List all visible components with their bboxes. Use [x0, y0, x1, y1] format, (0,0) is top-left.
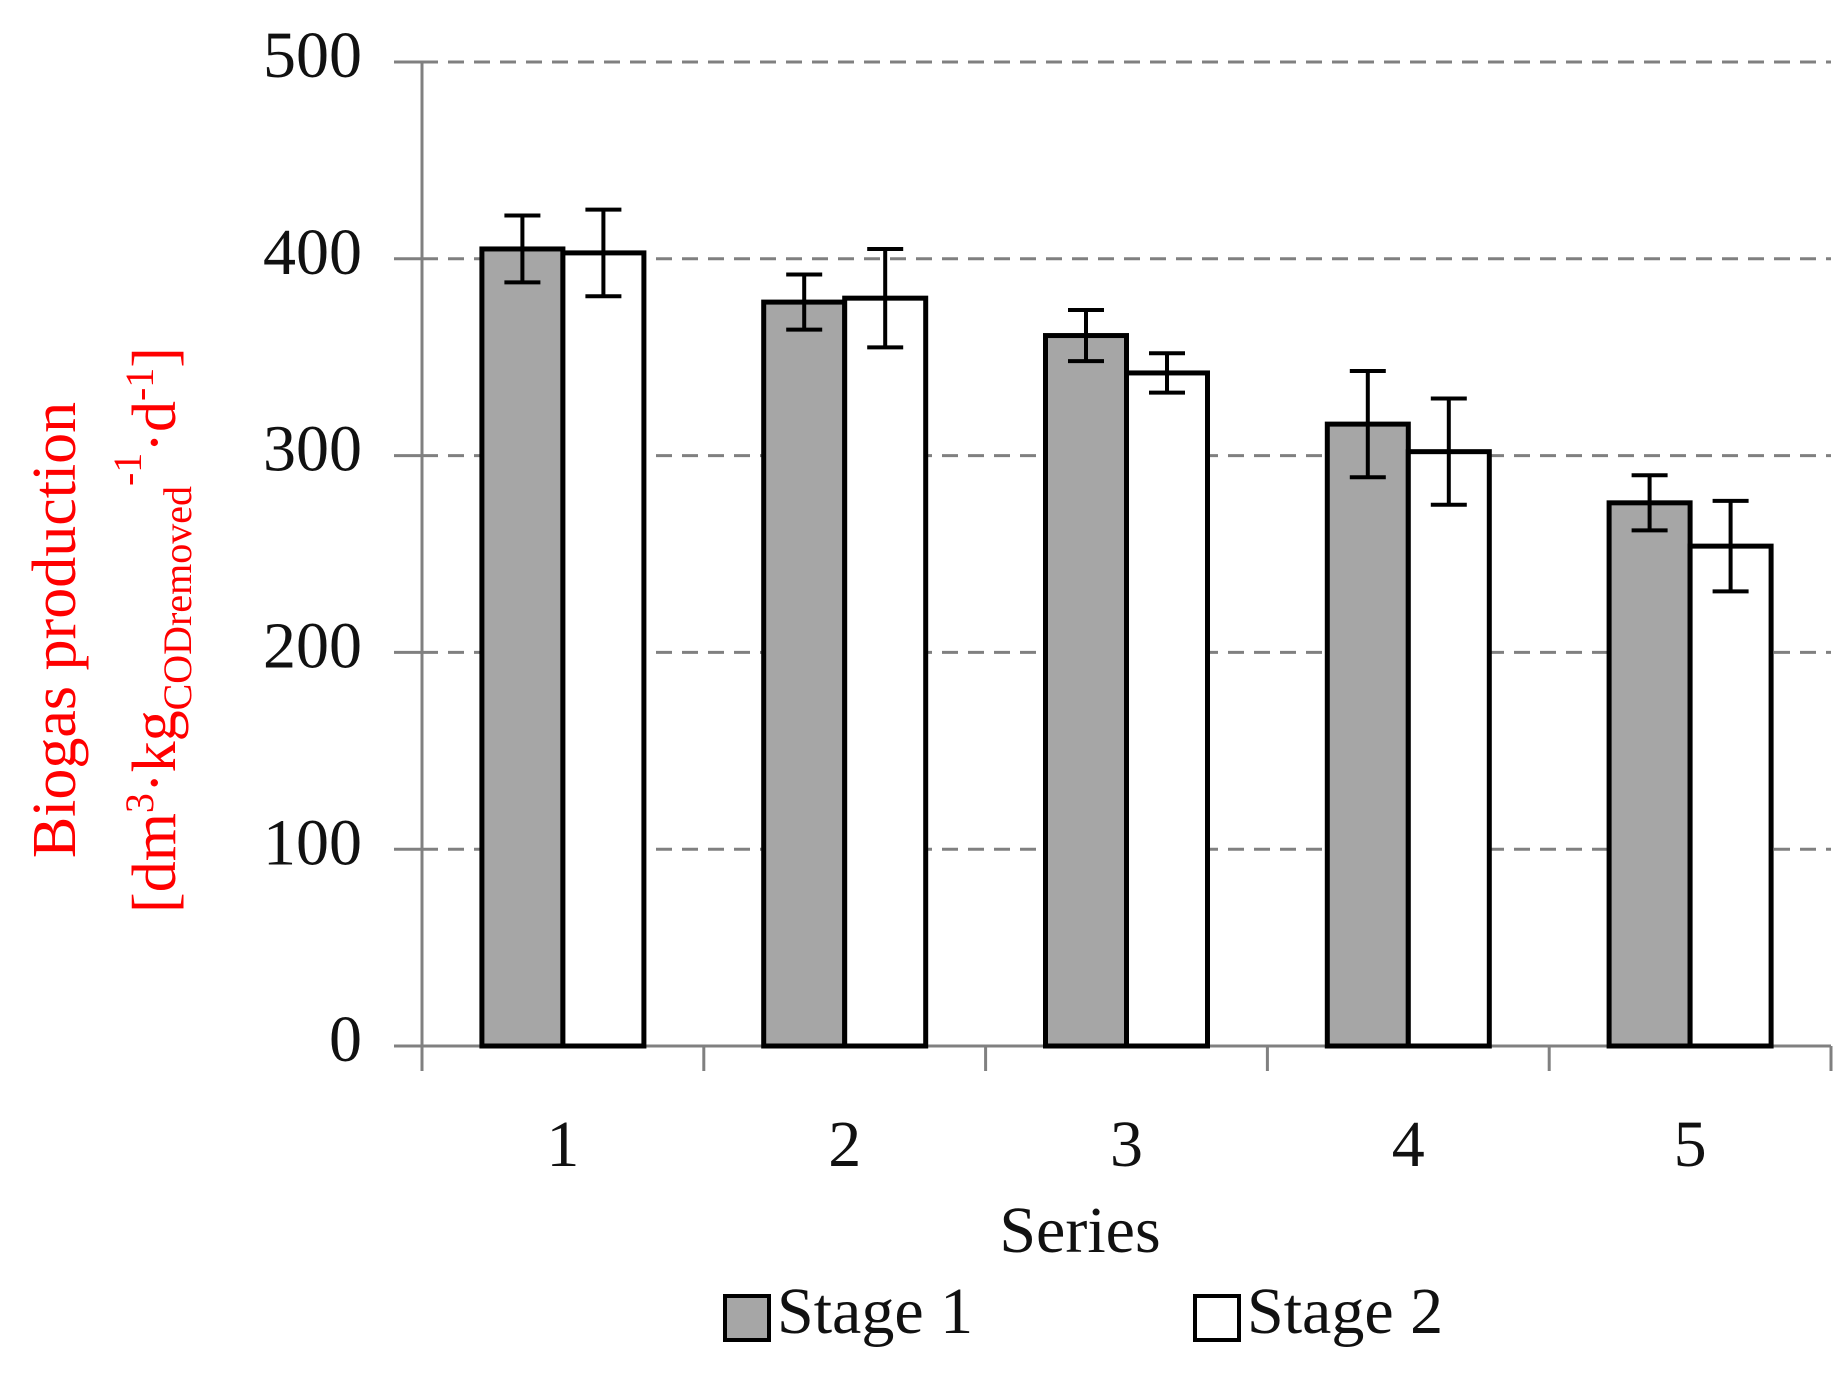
error-bar	[1430, 396, 1467, 507]
y-tick-label: 200	[263, 610, 362, 683]
bar	[1324, 421, 1411, 1049]
unit-part: [dm	[121, 813, 189, 913]
y-tick-label: 500	[263, 19, 362, 92]
unit-part: ·kg	[121, 710, 189, 793]
error-bar	[786, 272, 823, 332]
bar	[1124, 370, 1210, 1049]
unit-sup: -1	[105, 453, 150, 486]
error-bar	[1712, 498, 1749, 594]
error-bar	[585, 207, 622, 299]
x-tick-label: 1	[546, 1108, 579, 1181]
error-bar	[1068, 307, 1104, 364]
legend-label: Stage 1	[777, 1275, 973, 1348]
error-bar	[1631, 473, 1668, 533]
bar	[1606, 500, 1693, 1049]
bar	[479, 246, 566, 1049]
unit-part: ]	[121, 347, 189, 368]
unit-sub: CODremoved	[155, 486, 200, 710]
y-axis-unit: [dm3·kgCODremoved-1·d-1]	[105, 347, 200, 913]
unit-sup: 3	[117, 793, 162, 813]
bar	[1405, 449, 1492, 1049]
x-tick-label: 5	[1674, 1108, 1707, 1181]
error-bar	[1349, 368, 1386, 480]
y-axis-label: Biogas production	[21, 402, 89, 858]
y-tick-label: 300	[263, 413, 362, 486]
x-tick-label: 2	[828, 1108, 861, 1181]
bar	[1687, 543, 1774, 1049]
y-tick-label: 400	[263, 216, 362, 289]
legend-swatch	[723, 1294, 771, 1342]
error-bar	[504, 213, 541, 285]
bar	[560, 250, 647, 1049]
error-bar	[1149, 351, 1185, 395]
legend-label: Stage 2	[1247, 1275, 1443, 1348]
bar	[1043, 333, 1129, 1049]
unit-part: ·d	[121, 401, 189, 453]
x-axis-label: Series	[999, 1194, 1160, 1267]
error-bar	[867, 246, 904, 350]
bar	[761, 299, 848, 1049]
y-tick-label: 0	[329, 1003, 362, 1076]
x-tick-label: 4	[1392, 1108, 1425, 1181]
bar	[842, 295, 929, 1049]
x-tick-label: 3	[1110, 1108, 1143, 1181]
unit-sup: -1	[117, 368, 162, 401]
y-tick-label: 100	[263, 806, 362, 879]
legend-swatch	[1193, 1294, 1241, 1342]
